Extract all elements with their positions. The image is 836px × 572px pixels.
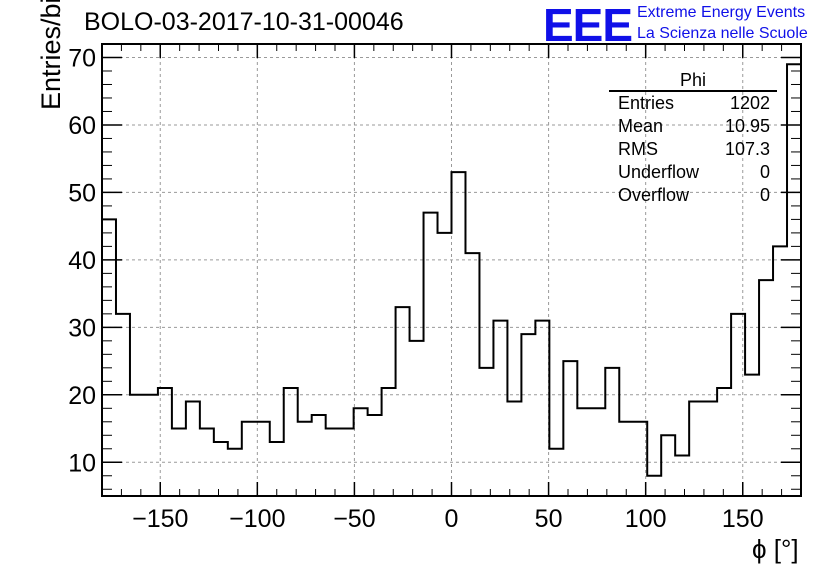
stats-label: Mean — [618, 116, 664, 136]
y-tick-label: 40 — [68, 247, 96, 275]
stats-label: RMS — [618, 139, 658, 159]
stats-row: Overflow 0 — [609, 184, 777, 207]
y-tick-label: 70 — [68, 44, 96, 72]
x-tick-label: −100 — [229, 505, 285, 533]
stats-label: Overflow — [618, 185, 690, 205]
x-tick-label: 50 — [535, 505, 563, 533]
stats-title: Phi — [609, 70, 777, 92]
chart-title: BOLO-03-2017-10-31-00046 — [84, 8, 404, 36]
y-tick-label: 10 — [68, 449, 96, 477]
stats-row: Entries 1202 — [609, 92, 777, 115]
y-tick-label: 50 — [68, 179, 96, 207]
stats-value: 0 — [759, 162, 770, 182]
y-tick-label: 20 — [68, 382, 96, 410]
x-tick-label: 150 — [722, 505, 764, 533]
stats-value: 1202 — [729, 93, 770, 113]
stats-value: 10.95 — [724, 116, 770, 136]
plot-frame — [101, 43, 802, 497]
y-tick-label: 30 — [68, 314, 96, 342]
y-axis-label: Entries/bin — [36, 0, 66, 110]
stats-label: Entries — [618, 93, 675, 113]
x-axis-label: ϕ [°] — [752, 534, 799, 564]
histogram-step-line — [102, 63, 801, 477]
stats-box: Phi Entries 1202 Mean 10.95 RMS 107.3 Un… — [609, 70, 777, 207]
logo-line-2: La Scienza nelle Scuole — [637, 25, 808, 42]
stats-row: RMS 107.3 — [609, 138, 777, 161]
stats-value: 107.3 — [724, 139, 770, 159]
x-tick-label: 0 — [445, 505, 459, 533]
eee-logo: EEE — [543, 0, 633, 51]
stats-value: 0 — [759, 185, 770, 205]
stats-row: Underflow 0 — [609, 161, 777, 184]
stats-row: Mean 10.95 — [609, 115, 777, 138]
tick-labels: −150 −100 −50 0 50 100 150 10 20 30 40 50 60 70 — [68, 44, 763, 533]
stats-label: Underflow — [618, 162, 700, 182]
x-tick-label: 100 — [625, 505, 667, 533]
x-tick-label: −50 — [333, 505, 375, 533]
y-tick-label: 60 — [68, 112, 96, 140]
x-tick-label: −150 — [132, 505, 188, 533]
logo-line-1: Extreme Energy Events — [637, 4, 806, 21]
